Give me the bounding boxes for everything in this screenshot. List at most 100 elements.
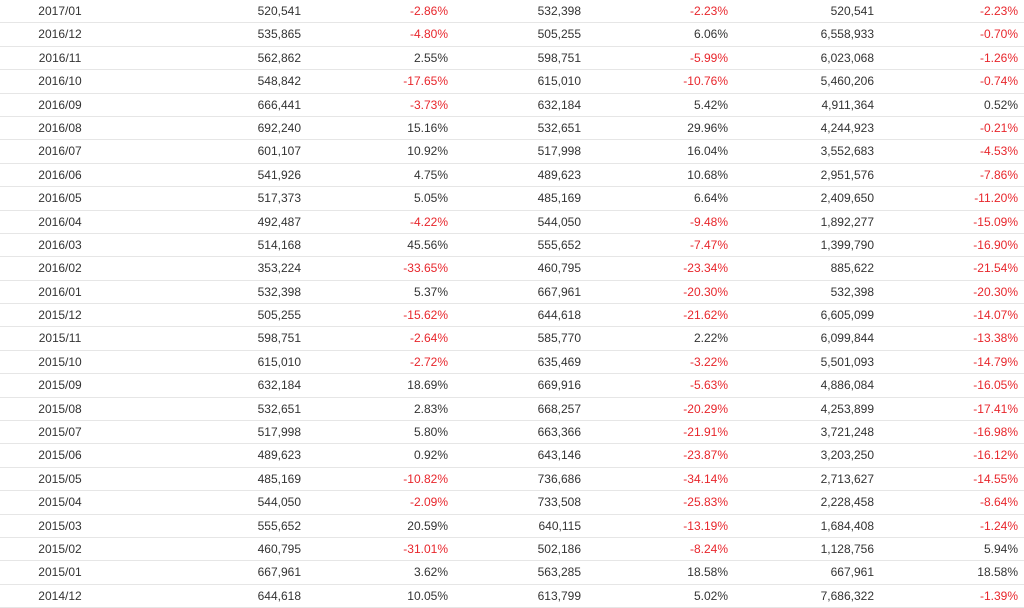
change-a-cell: -3.73% [409, 97, 448, 112]
change-b-cell: -5.99% [689, 50, 728, 65]
month-cell: 2016/04 [38, 214, 82, 229]
value-b-cell: 485,169 [537, 191, 581, 206]
month-cell: 2015/06 [38, 448, 82, 463]
change-b-cell: 5.42% [693, 97, 728, 112]
value-a-cell: 555,652 [257, 518, 301, 533]
table-row: 2015/08 532,651 2.83% 668,257 -20.29% 4,253,8… [0, 398, 1024, 422]
month-cell: 2015/08 [38, 401, 82, 416]
change-b-cell: 2.22% [693, 331, 728, 346]
change-a-cell: 18.69% [407, 378, 448, 393]
table-row: 2015/10 615,010 -2.72% 635,469 -3.22% 5,501,0… [0, 351, 1024, 375]
change-a-cell: -31.01% [403, 541, 448, 556]
cumulative-cell: 885,622 [830, 261, 874, 276]
month-cell: 2015/09 [38, 378, 82, 393]
table-row: 2016/11 562,862 2.55% 598,751 -5.99% 6,023,06… [0, 47, 1024, 71]
change-b-cell: 16.04% [687, 144, 728, 159]
month-cell: 2015/07 [38, 425, 82, 440]
change-a-cell: 15.16% [407, 120, 448, 135]
cumulative-cell: 7,686,322 [820, 588, 874, 603]
value-b-cell: 532,651 [537, 120, 581, 135]
cumulative-cell: 4,253,899 [820, 401, 874, 416]
cumulative-cell: 520,541 [830, 4, 874, 18]
change-b-cell: -25.83% [683, 495, 728, 510]
month-cell: 2016/01 [38, 284, 82, 299]
value-b-cell: 517,998 [537, 144, 581, 159]
table-row: 2015/01 667,961 3.62% 563,285 18.58% 667,961 1… [0, 561, 1024, 585]
change-a-cell: 5.37% [413, 284, 448, 299]
cumulative-cell: 2,713,627 [820, 471, 874, 486]
value-a-cell: 601,107 [257, 144, 301, 159]
cumulative-change-cell: -11.20% [974, 191, 1018, 206]
value-b-cell: 644,618 [537, 308, 581, 323]
change-b-cell: -10.76% [683, 74, 728, 89]
value-a-cell: 485,169 [257, 471, 301, 486]
change-a-cell: -17.65% [403, 74, 448, 89]
change-b-cell: -5.63% [689, 378, 728, 393]
value-b-cell: 736,686 [537, 471, 581, 486]
cumulative-change-cell: -16.98% [973, 425, 1018, 440]
value-a-cell: 562,862 [257, 50, 301, 65]
cumulative-change-cell: -8.64% [979, 495, 1018, 510]
month-cell: 2014/12 [38, 588, 82, 603]
change-b-cell: 6.06% [693, 27, 728, 42]
cumulative-change-cell: -7.86% [979, 167, 1018, 182]
change-b-cell: -21.91% [683, 425, 728, 440]
cumulative-change-cell: -16.90% [973, 237, 1018, 252]
value-a-cell: 517,373 [257, 191, 301, 206]
cumulative-cell: 2,409,650 [820, 191, 874, 206]
value-a-cell: 532,651 [257, 401, 301, 416]
cumulative-cell: 3,203,250 [820, 448, 874, 463]
value-a-cell: 505,255 [257, 308, 301, 323]
value-a-cell: 492,487 [257, 214, 301, 229]
value-b-cell: 460,795 [537, 261, 581, 276]
month-cell: 2015/05 [38, 471, 82, 486]
table-row: 2016/02 353,224 -33.65% 460,795 -23.34% 885,6… [0, 257, 1024, 281]
value-b-cell: 615,010 [537, 74, 581, 89]
change-b-cell: 5.02% [693, 588, 728, 603]
cumulative-change-cell: -17.41% [973, 401, 1018, 416]
month-cell: 2016/07 [38, 144, 82, 159]
value-a-cell: 692,240 [257, 120, 301, 135]
month-cell: 2016/10 [38, 74, 82, 89]
value-b-cell: 532,398 [537, 4, 581, 18]
table-row: 2016/03 514,168 45.56% 555,652 -7.47% 1,399,7… [0, 234, 1024, 258]
cumulative-change-cell: 5.94% [983, 541, 1018, 556]
cumulative-cell: 4,244,923 [820, 120, 874, 135]
change-b-cell: -2.23% [689, 4, 728, 18]
cumulative-change-cell: -15.09% [973, 214, 1018, 229]
value-a-cell: 520,541 [257, 4, 301, 18]
change-a-cell: 2.55% [413, 50, 448, 65]
cumulative-change-cell: -14.55% [973, 471, 1018, 486]
month-cell: 2015/10 [38, 354, 82, 369]
change-a-cell: 5.05% [413, 191, 448, 206]
month-cell: 2016/06 [38, 167, 82, 182]
table-row: 2016/08 692,240 15.16% 532,651 29.96% 4,244,9… [0, 117, 1024, 141]
cumulative-cell: 6,099,844 [820, 331, 874, 346]
value-b-cell: 555,652 [537, 237, 581, 252]
value-b-cell: 598,751 [537, 50, 581, 65]
cumulative-change-cell: -2.23% [979, 4, 1018, 18]
change-a-cell: 10.92% [407, 144, 448, 159]
cumulative-change-cell: -0.21% [979, 120, 1018, 135]
cumulative-change-cell: -1.39% [979, 588, 1018, 603]
value-a-cell: 541,926 [257, 167, 301, 182]
cumulative-cell: 667,961 [830, 565, 874, 580]
value-a-cell: 517,998 [257, 425, 301, 440]
value-b-cell: 505,255 [537, 27, 581, 42]
table-row: 2016/01 532,398 5.37% 667,961 -20.30% 532,398… [0, 281, 1024, 305]
month-cell: 2017/01 [38, 4, 82, 18]
value-a-cell: 615,010 [257, 354, 301, 369]
change-a-cell: 5.80% [413, 425, 448, 440]
month-cell: 2015/03 [38, 518, 82, 533]
change-a-cell: -15.62% [403, 308, 448, 323]
value-a-cell: 544,050 [257, 495, 301, 510]
change-a-cell: 0.92% [413, 448, 448, 463]
change-b-cell: -20.30% [683, 284, 728, 299]
change-a-cell: -2.72% [409, 354, 448, 369]
table-row: 2015/12 505,255 -15.62% 644,618 -21.62% 6,605… [0, 304, 1024, 328]
cumulative-change-cell: 18.58% [977, 565, 1018, 580]
cumulative-cell: 2,228,458 [820, 495, 874, 510]
table-row: 2016/06 541,926 4.75% 489,623 10.68% 2,951,57… [0, 164, 1024, 188]
table-row: 2015/09 632,184 18.69% 669,916 -5.63% 4,886,0… [0, 374, 1024, 398]
change-b-cell: 10.68% [687, 167, 728, 182]
